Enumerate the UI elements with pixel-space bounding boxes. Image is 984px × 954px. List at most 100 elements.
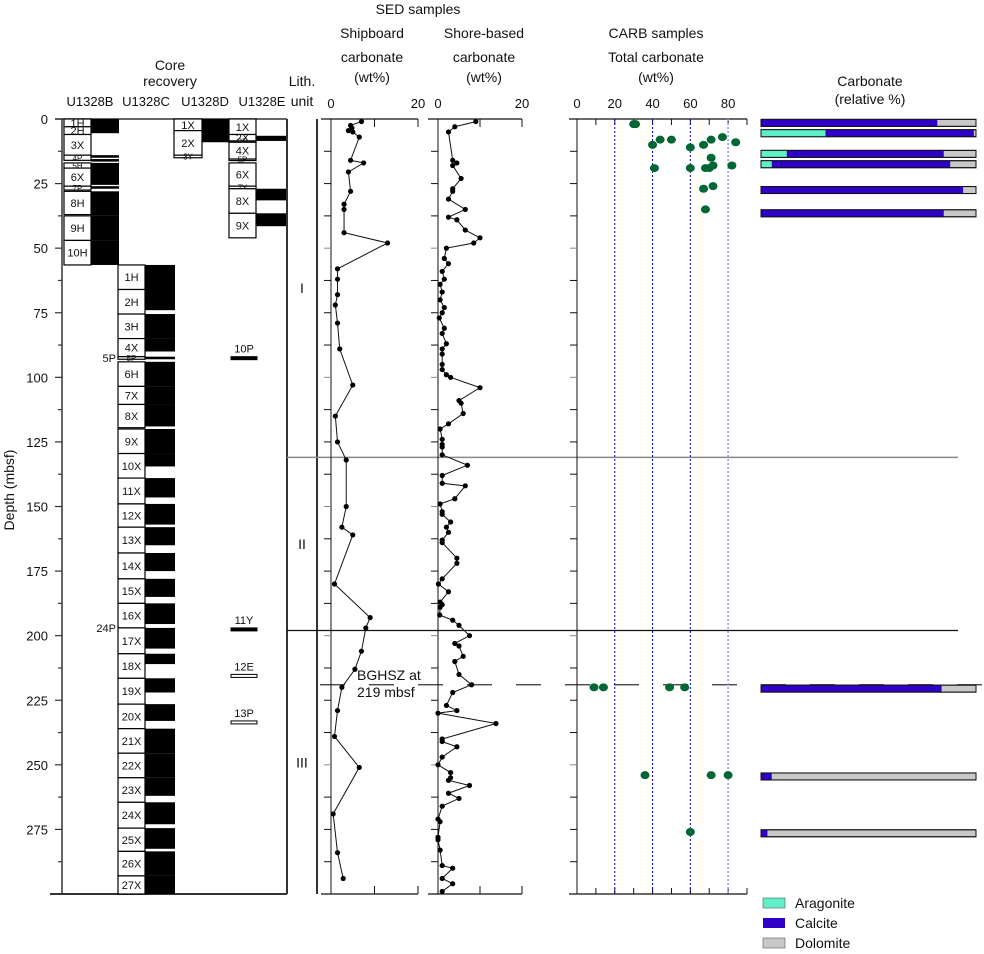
- core-label: 3X: [71, 140, 85, 152]
- shore-data-point: [445, 589, 452, 595]
- core-box: [117, 752, 146, 779]
- bghsz-label-2: 219 mbsf: [357, 684, 415, 700]
- core-recovery-fill: [145, 429, 175, 454]
- carb-data-point: [685, 828, 695, 836]
- core-recovery-fill: [91, 162, 119, 185]
- core-recovery-fill: [145, 704, 175, 721]
- relative-bar-outline: [760, 118, 977, 127]
- shore-data-point: [445, 214, 452, 220]
- core-recovery-fill: [91, 191, 119, 216]
- shipboard-data-point: [334, 276, 341, 282]
- shore-data-point: [452, 640, 458, 647]
- carb-data-point: [680, 683, 690, 692]
- core-label: 8H: [70, 198, 84, 210]
- core-recovery-fill: [145, 404, 175, 427]
- aragonite-segment: [761, 129, 826, 137]
- shipboard-data-point: [367, 614, 373, 621]
- depth-tick-label: 175: [26, 564, 48, 579]
- shore-data-point: [448, 769, 454, 776]
- shore-data-point: [439, 351, 445, 357]
- shipboard-data-point: [334, 320, 341, 326]
- shore-data-point: [443, 372, 449, 378]
- carb-data-point: [706, 771, 716, 780]
- core-recovery-fill: [145, 386, 175, 405]
- core-label: 11X: [122, 486, 141, 498]
- calcite-segment: [825, 129, 974, 137]
- shore-data-point: [435, 762, 441, 768]
- relative-bar-outline: [760, 186, 977, 195]
- core-label: 6X: [71, 172, 85, 184]
- core-box: [228, 158, 257, 162]
- calcite-segment: [761, 685, 942, 693]
- core-label: 1X: [181, 120, 195, 132]
- shore-data-point: [452, 124, 458, 130]
- shore-data-point: [443, 702, 449, 709]
- hole-label-c: U1328C: [122, 94, 170, 109]
- core-label: 7Y: [238, 183, 248, 192]
- shipboard-data-point: [356, 134, 362, 140]
- shore-data-point: [443, 524, 449, 530]
- shore-data-point: [439, 862, 445, 869]
- shore-data-point: [437, 819, 443, 825]
- shore-data-point: [458, 175, 464, 182]
- core-label: 1X: [236, 122, 250, 134]
- shore-data-point: [471, 240, 477, 246]
- depth-tick-label: 250: [26, 758, 48, 773]
- shipboard-data-point: [358, 118, 365, 125]
- carb-data-point: [589, 683, 599, 692]
- shore-data-point: [448, 374, 454, 380]
- shore-data-point: [439, 875, 445, 882]
- carb-data-point: [648, 140, 658, 149]
- calcite-segment: [761, 119, 938, 127]
- shore-data-point: [439, 511, 445, 517]
- shore-data-point: [454, 560, 460, 566]
- core-recovery-fill: [145, 553, 175, 572]
- core-box: [63, 154, 92, 161]
- core-label: 12X: [122, 511, 142, 523]
- core-label: 6X: [236, 170, 250, 182]
- relative-bar-outline: [760, 684, 977, 693]
- shore-data-point: [437, 297, 443, 303]
- shore-data-point: [439, 452, 445, 458]
- shipboard-data-point: [340, 875, 346, 882]
- core-recovery-fill: [145, 653, 175, 665]
- shore-data-point: [439, 754, 445, 760]
- carb-data-point: [717, 133, 727, 142]
- calcite-segment: [771, 160, 951, 168]
- relative-bar-outline: [760, 829, 977, 838]
- shore-data-point: [439, 480, 445, 486]
- shore-series-line: [437, 121, 497, 892]
- shore-data-point: [460, 410, 466, 417]
- shore-data-point: [454, 217, 460, 223]
- core-label: 9X: [236, 221, 250, 233]
- lith-title-2: unit: [291, 93, 314, 109]
- shore-data-point: [439, 436, 445, 442]
- shipboard-data-point: [341, 230, 347, 236]
- core-box: [117, 602, 146, 629]
- shore-title-2: carbonate: [453, 49, 515, 65]
- calcite-segment: [761, 829, 768, 837]
- core-label: 12E: [234, 661, 254, 673]
- calcite-segment: [761, 209, 944, 217]
- lith-title-1: Lith.: [289, 73, 315, 89]
- shore-data-point: [445, 777, 452, 783]
- shipboard-data-point: [343, 457, 349, 463]
- shore-data-point: [456, 795, 462, 802]
- core-label: 22X: [122, 760, 142, 772]
- core-label: 16X: [122, 611, 142, 623]
- carb-data-point: [708, 161, 718, 170]
- legend: Aragonite Calcite Dolomite: [762, 895, 855, 951]
- carb-data-point: [640, 771, 650, 780]
- calcite-segment: [786, 150, 944, 158]
- carb-x-tick-label: 60: [683, 96, 697, 111]
- core-label: 10H: [67, 248, 87, 260]
- depth-tick-label: 0: [41, 112, 48, 127]
- shore-data-point: [454, 744, 460, 750]
- shore-data-point: [445, 196, 452, 202]
- plot-layer: 02550751001251501752002252502751H2H3X4P5…: [26, 96, 984, 895]
- relative-bar-outline: [760, 160, 977, 169]
- shore-data-point: [439, 888, 445, 895]
- core-recovery-fill: [145, 728, 175, 754]
- core-label: 3Y: [183, 152, 193, 161]
